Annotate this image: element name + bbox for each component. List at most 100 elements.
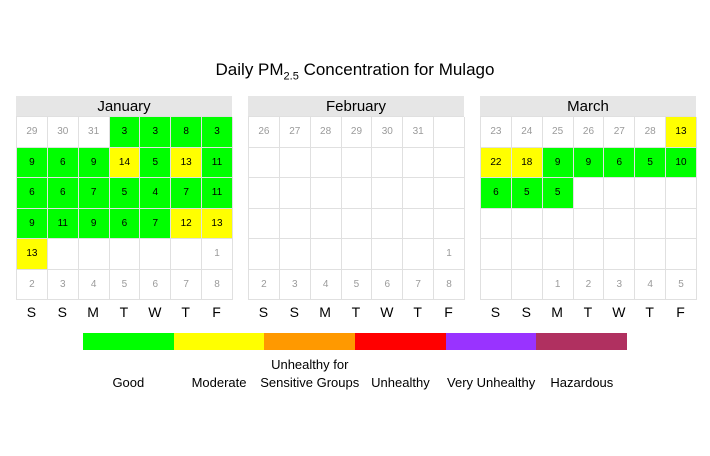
- adjacent-month-day-cell: 4: [310, 269, 342, 300]
- month-header: January: [16, 96, 232, 116]
- empty-day-cell: [109, 239, 141, 270]
- empty-day-cell: [403, 208, 435, 239]
- day-cell: 7: [78, 178, 110, 209]
- weekday-label: M: [319, 304, 331, 320]
- day-cell: 11: [47, 208, 79, 239]
- empty-day-cell: [481, 269, 512, 300]
- day-cell: 12: [171, 208, 203, 239]
- empty-day-cell: [310, 239, 342, 270]
- weekday-label: W: [612, 304, 626, 320]
- empty-day-cell: [310, 147, 342, 178]
- legend-label-line: Good: [112, 375, 145, 390]
- adjacent-month-day-cell: 28: [310, 117, 342, 148]
- adjacent-month-day-cell: 8: [202, 269, 233, 300]
- empty-day-cell: [403, 239, 435, 270]
- month-header: February: [248, 96, 464, 116]
- adjacent-month-day-cell: 29: [17, 117, 48, 148]
- day-cell: 4: [140, 178, 172, 209]
- day-cell: 6: [481, 178, 512, 209]
- empty-day-cell: [604, 208, 636, 239]
- day-cell: 6: [47, 147, 79, 178]
- calendar-january: January 29 30 31 3 3 8 3 9 6 9 14 5 13 11 6 6 7 5 4 7 11 9 11 9…: [16, 96, 233, 320]
- calendar-february: February 26 27 28 29 30 31 1 2 3 4 5 6 7 8 S S M T W T F: [248, 96, 465, 320]
- weekday-label: S: [289, 304, 299, 320]
- day-cell: 3: [140, 117, 172, 148]
- day-cell: 5: [140, 147, 172, 178]
- empty-day-cell: [140, 239, 172, 270]
- adjacent-month-day-cell: 1: [202, 239, 233, 270]
- adjacent-month-day-cell: 1: [434, 239, 465, 270]
- empty-day-cell: [249, 178, 280, 209]
- adjacent-month-day-cell: 3: [604, 269, 636, 300]
- legend-swatch: [536, 333, 628, 350]
- day-cell: 9: [17, 208, 48, 239]
- empty-day-cell: [434, 117, 465, 148]
- empty-day-cell: [542, 239, 574, 270]
- day-cell: 6: [17, 178, 48, 209]
- legend-label: Good: [63, 374, 193, 392]
- day-cell: 13: [17, 239, 48, 270]
- empty-day-cell: [573, 208, 605, 239]
- legend-label: Unhealthy for Sensitive Groups: [245, 356, 375, 392]
- weekday-label: M: [87, 304, 99, 320]
- empty-day-cell: [573, 178, 605, 209]
- adjacent-month-day-cell: 6: [372, 269, 404, 300]
- adjacent-month-day-cell: 30: [47, 117, 79, 148]
- day-cell: 9: [17, 147, 48, 178]
- day-cell: 6: [604, 147, 636, 178]
- empty-day-cell: [78, 239, 110, 270]
- empty-day-cell: [249, 147, 280, 178]
- chart-title: Daily PM2.5 Concentration for Mulago: [215, 60, 495, 83]
- empty-day-cell: [279, 147, 311, 178]
- adjacent-month-day-cell: 25: [542, 117, 574, 148]
- day-cell: 5: [542, 178, 574, 209]
- empty-day-cell: [604, 178, 636, 209]
- weekday-label: S: [258, 304, 269, 320]
- empty-day-cell: [434, 147, 465, 178]
- legend-label: Very Unhealthy: [426, 374, 556, 392]
- weekday-label: W: [148, 304, 162, 320]
- adjacent-month-day-cell: 30: [372, 117, 404, 148]
- legend-label-line: Hazardous: [550, 375, 614, 390]
- empty-day-cell: [666, 239, 697, 270]
- adjacent-month-day-cell: 2: [17, 269, 48, 300]
- calendar-march: March 23 24 25 26 27 28 13 22 18 9 9 6 5 10 6 5 5 1 2 3 4 5 S…: [480, 96, 697, 320]
- empty-day-cell: [511, 269, 543, 300]
- adjacent-month-day-cell: 1: [542, 269, 574, 300]
- weekday-label: S: [521, 304, 531, 320]
- adjacent-month-day-cell: 7: [171, 269, 203, 300]
- day-cell: 13: [202, 208, 233, 239]
- day-cell: 13: [171, 147, 203, 178]
- legend-label: Hazardous: [517, 374, 647, 392]
- adjacent-month-day-cell: 3: [279, 269, 311, 300]
- month-grid: 26 27 28 29 30 31 1 2 3 4 5 6 7 8: [248, 116, 465, 300]
- empty-day-cell: [372, 208, 404, 239]
- empty-day-cell: [279, 239, 311, 270]
- day-cell: 7: [140, 208, 172, 239]
- empty-day-cell: [341, 239, 373, 270]
- day-cell: 9: [542, 147, 574, 178]
- month-header: March: [480, 96, 696, 116]
- legend-swatch: [445, 333, 537, 350]
- legend-swatch: [173, 333, 265, 350]
- weekday-label: W: [380, 304, 394, 320]
- weekday-label: T: [413, 304, 422, 320]
- empty-day-cell: [279, 208, 311, 239]
- empty-day-cell: [310, 208, 342, 239]
- empty-day-cell: [372, 178, 404, 209]
- day-cell: 9: [78, 147, 110, 178]
- weekday-label: S: [490, 304, 501, 320]
- day-cell: 10: [666, 147, 697, 178]
- adjacent-month-day-cell: 24: [511, 117, 543, 148]
- weekday-label: T: [645, 304, 654, 320]
- adjacent-month-day-cell: 5: [666, 269, 697, 300]
- weekday-label: S: [26, 304, 37, 320]
- weekday-label: T: [181, 304, 190, 320]
- adjacent-month-day-cell: 8: [434, 269, 465, 300]
- empty-day-cell: [481, 239, 512, 270]
- weekday-label: S: [57, 304, 67, 320]
- adjacent-month-day-cell: 2: [249, 269, 280, 300]
- adjacent-month-day-cell: 7: [403, 269, 435, 300]
- day-cell: 5: [635, 147, 667, 178]
- adjacent-month-day-cell: 4: [635, 269, 667, 300]
